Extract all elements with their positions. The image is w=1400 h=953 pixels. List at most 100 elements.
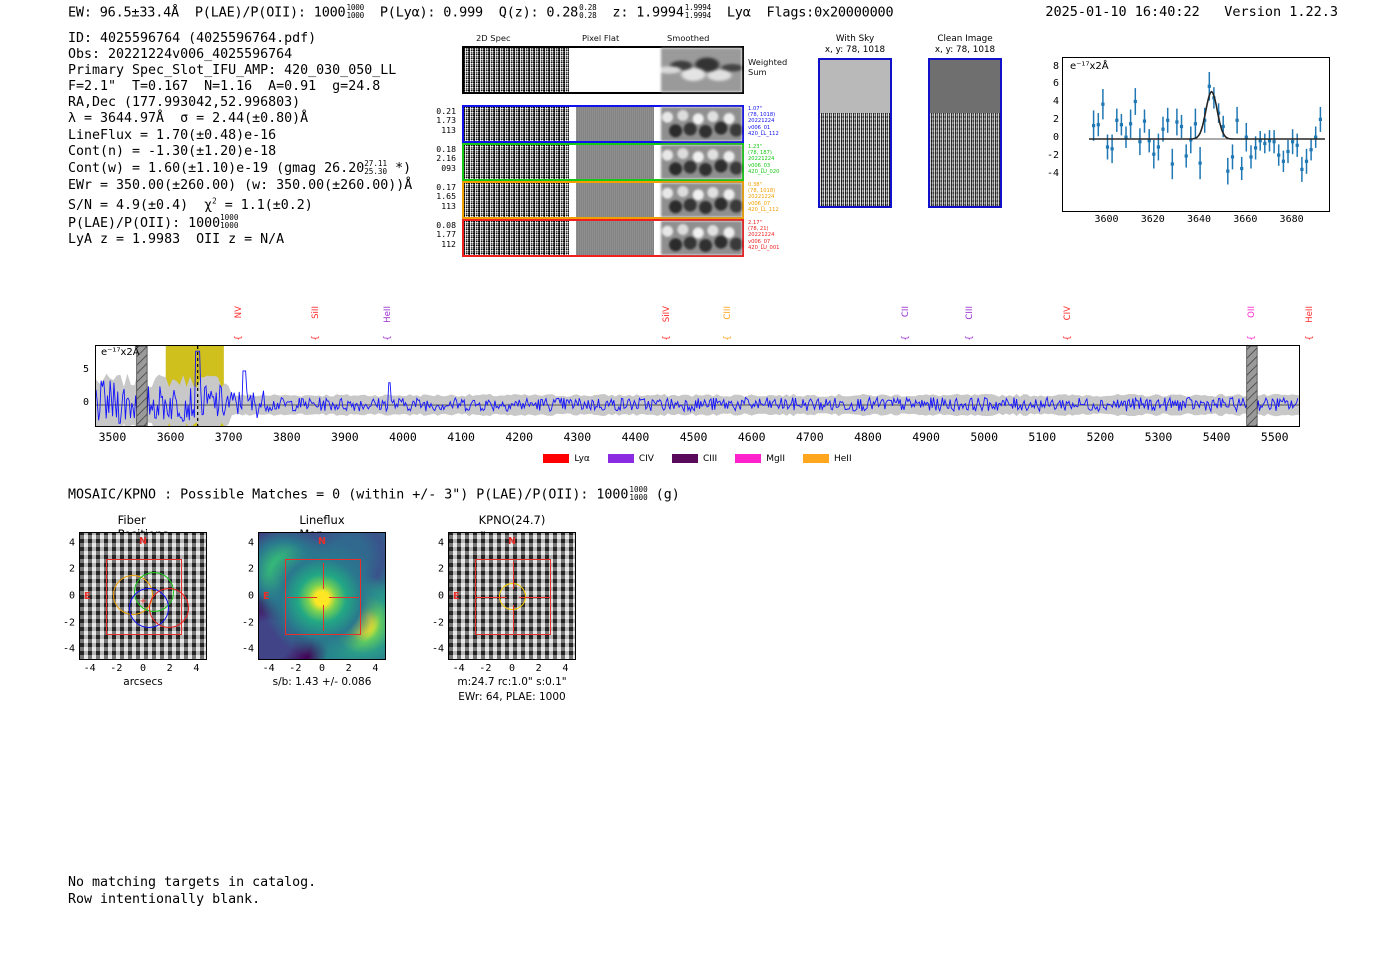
y-tick-label: -4 (431, 643, 444, 655)
compass-east: E (84, 591, 91, 602)
legend-label: Lyα (574, 453, 590, 464)
spectral-line-bracket: { (1063, 335, 1074, 341)
info-obs: Obs: 20221224v006_4025596764 (68, 47, 293, 63)
y-tick-label: 4 (1052, 96, 1059, 108)
y-tick-label: -2 (431, 617, 444, 629)
fiber-left-value: 0.21 (436, 106, 456, 116)
header-qz: Q(z): 0.28 (498, 4, 579, 21)
spectral-line-label: SiIV (662, 306, 673, 323)
header-plae-fraction: 1000 1000 (346, 3, 365, 20)
info-cont-n: Cont(n) = -1.30(±1.20)e-18 (68, 143, 277, 159)
spectral-line-bracket: { (383, 335, 394, 341)
linefit-units-annotation: e⁻¹⁷x2Å (1070, 61, 1109, 72)
fiber-right-value: (78, 1018) (748, 112, 776, 119)
spectral-line-label: CIV (1063, 306, 1074, 321)
weighted-sum-smoothed (661, 48, 742, 92)
footer-line-2: Row intentionally blank. (68, 892, 261, 907)
info-seeing: F=2.1" T=0.167 N=1.16 A=0.91 g=24.8 (68, 79, 381, 95)
x-tick-label: 5400 (1202, 430, 1231, 444)
fiber-left-labels: 0.08 1.77 112 (430, 220, 456, 249)
fiber-left-value: 1.73 (436, 115, 456, 126)
spectrum-svg (95, 345, 1299, 437)
spectral-line-bracket: { (662, 335, 673, 341)
col-header-pixelflat: Pixel Flat (582, 33, 620, 43)
compass-north: N (318, 536, 326, 547)
fiber-right-value: 420_LL_112 (748, 206, 779, 213)
info-ewr: EWr = 350.00(±260.00) (w: 350.00(±260.00… (68, 177, 413, 193)
y-tick-label: 5 (82, 364, 89, 376)
info-plae: P(LAE)/P(OII): 1000 1000 1000 (68, 213, 239, 231)
info-radec: RA,Dec (177.993042,52.996803) (68, 95, 301, 111)
cutout-title-clean-image: Clean Image x, y: 78, 1018 (934, 34, 996, 55)
x-tick-label: 3900 (331, 430, 359, 444)
spectral-line-label: HeII (1304, 306, 1315, 323)
crosshair-right (519, 596, 551, 598)
header-plae: P(LAE)/P(OII): 1000 (194, 4, 346, 21)
fiber-right-value: v006_07 (748, 200, 771, 207)
footer-line-1: No matching targets in catalog. (68, 875, 317, 890)
crosshair-left (475, 596, 507, 598)
fiber-left-value: 093 (441, 162, 456, 173)
info-plae-fraction: 1000 1000 (220, 213, 239, 230)
fiber-left-value: 2.16 (436, 153, 456, 164)
cutout-image-with-sky (818, 58, 892, 208)
y-tick-label: 0 (82, 397, 89, 409)
header-plya: P(Lyα): 0.999 (379, 4, 483, 21)
fiber-right-value: 20221224 (748, 118, 775, 125)
panel-gap (569, 145, 576, 179)
compass-north: N (139, 536, 147, 547)
legend-swatch (802, 454, 829, 463)
x-tick-label: 5200 (1086, 430, 1115, 444)
info-lineflux: LineFlux = 1.70(±0.48)e-16 (68, 127, 277, 143)
fiber-2dspec (464, 183, 569, 217)
footer-note: No matching targets in catalog. Row inte… (68, 874, 316, 908)
linefit-svg (1089, 72, 1325, 185)
weighted-sum-label: Weighted Sum (748, 57, 788, 77)
x-tick-label: -4 (452, 663, 465, 674)
panel-gap (569, 48, 576, 92)
x-tick-label: 4800 (854, 430, 882, 444)
cutout-image-clean (928, 58, 1002, 208)
fiber-right-value: 1.23" (748, 144, 762, 150)
fiber-right-value: 420_LL_112 (748, 130, 779, 137)
legend-swatch (671, 454, 698, 463)
fiber-right-value: 20221224 (748, 156, 775, 163)
emission-line-fit-plot: e⁻¹⁷x2Å -4 -2 0 2 4 6 8 3600 3620 3640 3660 3680 (1040, 57, 1340, 237)
x-tick-label: 5100 (1028, 430, 1057, 444)
fiber-right-labels: 0.38" (78, 1018) 20221224 v006_07 420_LL_112 (748, 182, 800, 213)
panel-gap (569, 183, 576, 217)
info-cont-w: Cont(w) = 1.60(±1.10)e-19 (gmag 26.20 27.… (68, 158, 412, 177)
spectral-line-bracket: { (1304, 335, 1315, 341)
linefit-axes (1062, 57, 1330, 212)
fiber-pixelflat (576, 183, 654, 217)
fiber-left-labels: 0.18 2.16 093 (430, 144, 456, 173)
compass-east: E (263, 591, 270, 602)
x-tick-label: 4200 (505, 430, 534, 444)
spectral-line-label: OII (1246, 306, 1257, 318)
x-tick-label: 5000 (970, 430, 999, 444)
fiber-right-value: v006_03 (748, 162, 771, 169)
panel-gap (654, 107, 661, 141)
crosshair-right (329, 596, 359, 598)
x-tick-label: 4700 (795, 430, 824, 444)
y-tick-label: 0 (68, 590, 75, 602)
fiber-smoothed (661, 183, 742, 217)
legend-swatch (735, 454, 762, 463)
legend-item: MgII (735, 454, 785, 464)
y-tick-label: 0 (437, 590, 444, 602)
header-z-fraction: 1.9994 1.9994 (684, 3, 712, 20)
kpno-image: N E (448, 532, 576, 660)
y-tick-label: 8 (1052, 60, 1059, 72)
y-tick-label: 2 (437, 563, 444, 575)
x-tick-label: -4 (262, 663, 275, 674)
spectral-line-label: CIII (723, 306, 734, 320)
x-tick-label: 4400 (621, 430, 650, 444)
col-header-smoothed: Smoothed (667, 33, 710, 43)
panel-gap (654, 221, 661, 255)
fiber-left-value: 0.08 (436, 220, 456, 230)
x-tick-label: 4000 (389, 430, 417, 444)
header-lya: Lyα (726, 4, 751, 21)
legend-item: HeII (802, 454, 852, 464)
summary-header: EW: 96.5±33.4Å P(LAE)/P(OII): 1000 1000 10… (68, 3, 894, 21)
x-tick-label: 3640 (1187, 214, 1212, 225)
